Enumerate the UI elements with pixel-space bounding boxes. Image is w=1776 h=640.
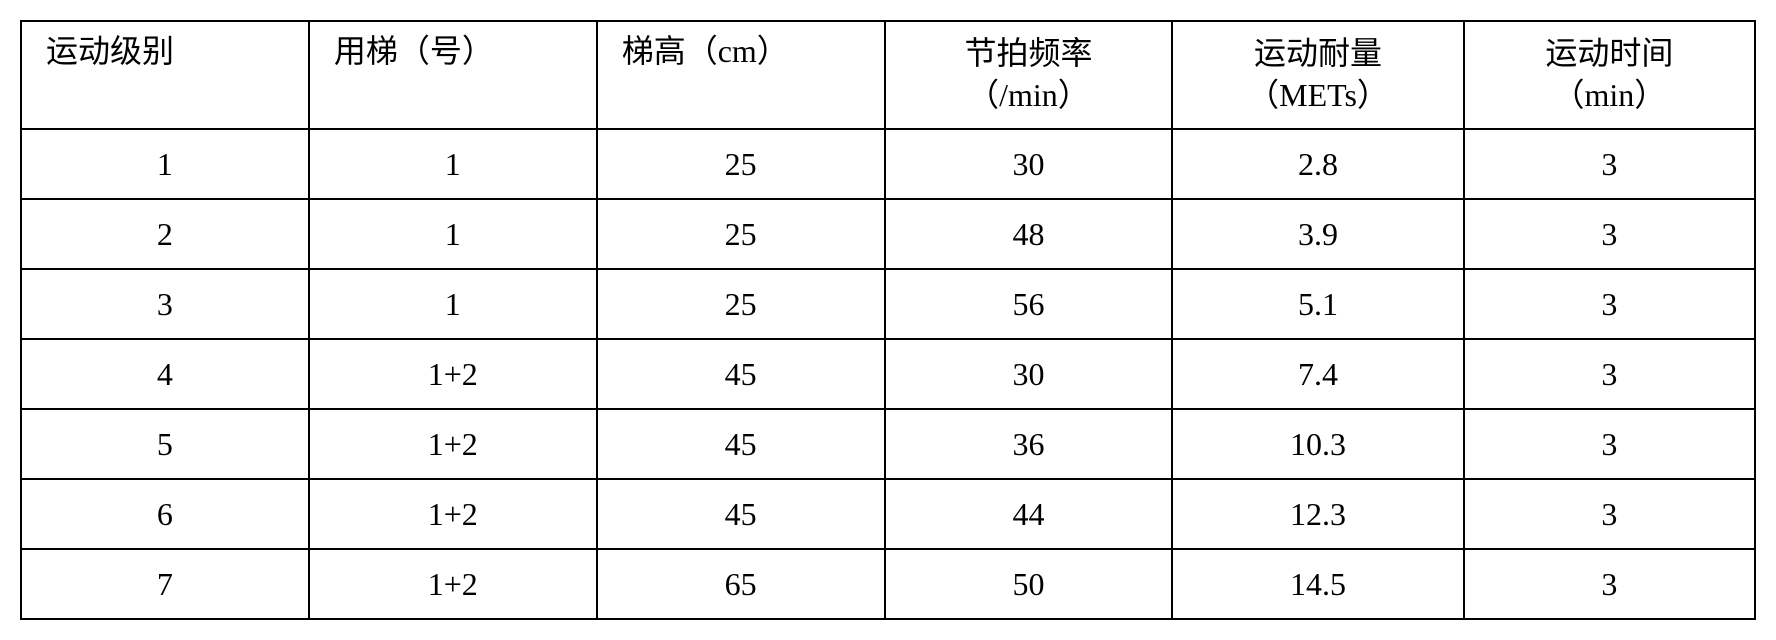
cell-step-height: 25 — [597, 129, 885, 199]
cell-step-number: 1 — [309, 129, 597, 199]
table-row: 5 1+2 45 36 10.3 3 — [21, 409, 1755, 479]
cell-step-number: 1 — [309, 199, 597, 269]
cell-duration: 3 — [1464, 129, 1755, 199]
col-header-level: 运动级别 — [21, 21, 309, 129]
cell-step-height: 65 — [597, 549, 885, 619]
cell-level: 1 — [21, 129, 309, 199]
cell-cadence: 30 — [885, 339, 1173, 409]
cell-level: 3 — [21, 269, 309, 339]
cell-level: 7 — [21, 549, 309, 619]
header-text: 用梯（号） — [334, 33, 494, 69]
table-header-row: 运动级别 用梯（号） 梯高（cm） 节拍频率 （/min） 运动耐量 （METs… — [21, 21, 1755, 129]
table-row: 3 1 25 56 5.1 3 — [21, 269, 1755, 339]
cell-mets: 12.3 — [1172, 479, 1463, 549]
cell-cadence: 36 — [885, 409, 1173, 479]
header-text: 运动级别 — [46, 33, 174, 69]
cell-step-number: 1+2 — [309, 339, 597, 409]
cell-cadence: 56 — [885, 269, 1173, 339]
header-text-line2: （min） — [1552, 77, 1666, 113]
cell-duration: 3 — [1464, 199, 1755, 269]
cell-mets: 14.5 — [1172, 549, 1463, 619]
cell-step-height: 45 — [597, 409, 885, 479]
cell-level: 4 — [21, 339, 309, 409]
table-row: 1 1 25 30 2.8 3 — [21, 129, 1755, 199]
cell-cadence: 48 — [885, 199, 1173, 269]
cell-mets: 7.4 — [1172, 339, 1463, 409]
cell-cadence: 30 — [885, 129, 1173, 199]
col-header-step-height: 梯高（cm） — [597, 21, 885, 129]
cell-step-height: 25 — [597, 269, 885, 339]
col-header-step-number: 用梯（号） — [309, 21, 597, 129]
cell-duration: 3 — [1464, 479, 1755, 549]
cell-step-number: 1+2 — [309, 479, 597, 549]
header-text-line1: 运动耐量 — [1254, 35, 1382, 71]
cell-mets: 2.8 — [1172, 129, 1463, 199]
table-body: 1 1 25 30 2.8 3 2 1 25 48 3.9 3 3 1 25 5… — [21, 129, 1755, 619]
cell-step-number: 1 — [309, 269, 597, 339]
col-header-cadence: 节拍频率 （/min） — [885, 21, 1173, 129]
cell-step-number: 1+2 — [309, 549, 597, 619]
cell-step-height: 25 — [597, 199, 885, 269]
col-header-mets: 运动耐量 （METs） — [1172, 21, 1463, 129]
cell-duration: 3 — [1464, 269, 1755, 339]
table-row: 4 1+2 45 30 7.4 3 — [21, 339, 1755, 409]
table-row: 6 1+2 45 44 12.3 3 — [21, 479, 1755, 549]
header-text-line1: 运动时间 — [1545, 35, 1673, 71]
cell-step-height: 45 — [597, 479, 885, 549]
cell-mets: 3.9 — [1172, 199, 1463, 269]
cell-mets: 5.1 — [1172, 269, 1463, 339]
header-text: 梯高（cm） — [622, 33, 789, 69]
header-text-line2: （METs） — [1247, 77, 1389, 113]
col-header-duration: 运动时间 （min） — [1464, 21, 1755, 129]
cell-cadence: 50 — [885, 549, 1173, 619]
cell-cadence: 44 — [885, 479, 1173, 549]
cell-duration: 3 — [1464, 409, 1755, 479]
cell-level: 2 — [21, 199, 309, 269]
cell-step-number: 1+2 — [309, 409, 597, 479]
exercise-levels-table: 运动级别 用梯（号） 梯高（cm） 节拍频率 （/min） 运动耐量 （METs… — [20, 20, 1756, 620]
cell-duration: 3 — [1464, 339, 1755, 409]
cell-duration: 3 — [1464, 549, 1755, 619]
cell-step-height: 45 — [597, 339, 885, 409]
table-row: 7 1+2 65 50 14.5 3 — [21, 549, 1755, 619]
cell-mets: 10.3 — [1172, 409, 1463, 479]
table-row: 2 1 25 48 3.9 3 — [21, 199, 1755, 269]
cell-level: 6 — [21, 479, 309, 549]
header-text-line1: 节拍频率 — [964, 35, 1092, 71]
cell-level: 5 — [21, 409, 309, 479]
header-text-line2: （/min） — [967, 77, 1090, 113]
